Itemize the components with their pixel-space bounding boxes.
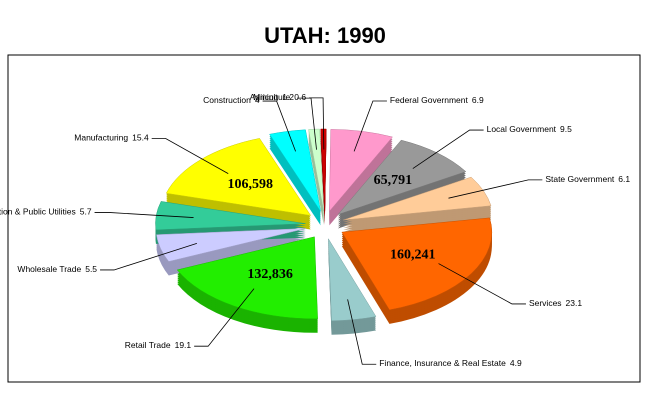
slice-name: Manufacturing bbox=[74, 133, 128, 143]
slice bbox=[176, 236, 318, 320]
leader-line bbox=[100, 243, 197, 271]
slice-value: 0.6 bbox=[294, 92, 306, 102]
slice-name: Mining bbox=[253, 92, 278, 102]
leader-line bbox=[309, 97, 325, 150]
leader-line bbox=[94, 212, 194, 218]
slice-value: 23.1 bbox=[566, 298, 583, 308]
slice bbox=[341, 217, 493, 311]
plot-frame bbox=[7, 54, 641, 383]
slice-name: Retail Trade bbox=[125, 340, 171, 350]
slice-label: Local Government 9.5 bbox=[487, 124, 573, 134]
slice-value: 19.1 bbox=[175, 340, 192, 350]
slice bbox=[329, 129, 393, 213]
slice-value: 6.1 bbox=[618, 174, 630, 184]
slice-label: Retail Trade 19.1 bbox=[125, 340, 192, 350]
slice-value: 4.9 bbox=[510, 358, 522, 368]
slice-name: Agriculture bbox=[250, 92, 291, 102]
slice-label: Transportation & Public Utilities 5.7 bbox=[0, 207, 92, 217]
slice bbox=[343, 176, 492, 221]
slice-name: Local Government bbox=[487, 124, 557, 134]
slice bbox=[328, 237, 377, 322]
slice-label: State Government 6.1 bbox=[545, 174, 630, 184]
chart-title: UTAH: 1990 bbox=[264, 23, 386, 48]
leader-line bbox=[151, 138, 229, 174]
slice-name: Transportation & Public Utilities bbox=[0, 207, 76, 217]
slice-label: Services 23.1 bbox=[529, 298, 582, 308]
slice bbox=[165, 138, 312, 216]
leader-line bbox=[194, 288, 255, 347]
leader-line bbox=[448, 179, 543, 199]
slice-label: Manufacturing 15.4 bbox=[74, 133, 149, 143]
slice-name: Finance, Insurance & Real Estate bbox=[379, 358, 506, 368]
slice-label: Agriculture 0.6 bbox=[250, 92, 307, 102]
slice-name: State Government bbox=[545, 174, 615, 184]
slice bbox=[337, 139, 467, 216]
slice-label: Federal Government 6.9 bbox=[390, 95, 484, 105]
leader-line bbox=[438, 263, 526, 305]
leader-line bbox=[412, 129, 484, 169]
slice-value: 4 bbox=[255, 95, 260, 105]
slice-label: Mining 1.2 bbox=[253, 92, 294, 102]
count-label: 160,241 bbox=[390, 247, 436, 262]
slice-value: 6.9 bbox=[472, 95, 484, 105]
slice bbox=[269, 129, 321, 212]
slice-label: Wholesale Trade 5.5 bbox=[17, 264, 97, 274]
slice-value: 9.5 bbox=[560, 124, 572, 134]
slice-tops bbox=[155, 128, 493, 322]
slice-value: 15.4 bbox=[132, 133, 149, 143]
labels: Manufacturing 15.4 106,598 Construction 4Min… bbox=[0, 92, 630, 368]
slice-label: Construction 4 bbox=[203, 95, 260, 105]
slice-label: Finance, Insurance & Real Estate 4.9 bbox=[379, 358, 522, 368]
slice-value: 1.2 bbox=[282, 92, 294, 102]
slice-name: Wholesale Trade bbox=[17, 264, 81, 274]
slice-value: 5.7 bbox=[80, 207, 92, 217]
count-label: 65,791 bbox=[374, 173, 413, 188]
slice-value: 5.5 bbox=[85, 264, 97, 274]
leader-line bbox=[353, 100, 387, 152]
slice-name: Federal Government bbox=[390, 95, 469, 105]
leader-line bbox=[347, 299, 377, 365]
slice-name: Services bbox=[529, 298, 562, 308]
leader-line bbox=[262, 100, 296, 152]
slice bbox=[156, 228, 307, 262]
slice-name: Construction bbox=[203, 95, 251, 105]
count-label: 132,836 bbox=[247, 267, 293, 282]
count-label: 106,598 bbox=[227, 177, 273, 192]
